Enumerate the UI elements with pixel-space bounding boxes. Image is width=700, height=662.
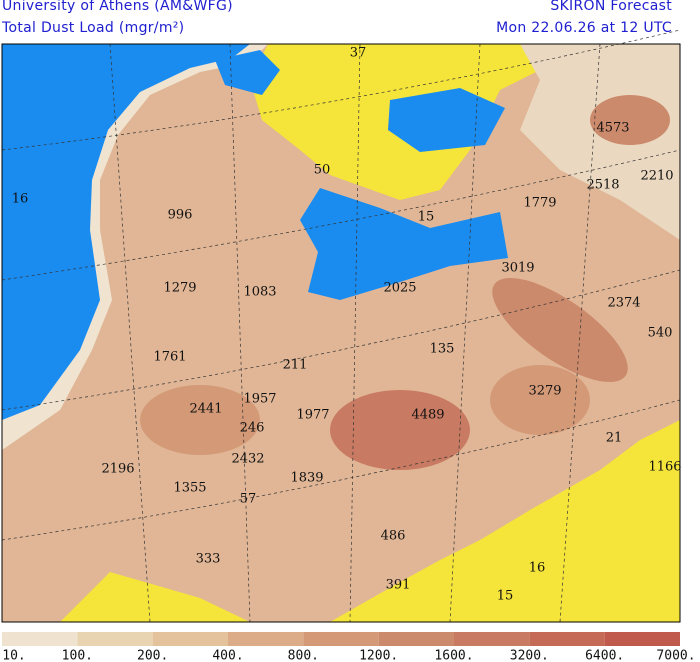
institution: University of Athens (AM&WFG) <box>2 0 233 14</box>
dust-value: 15 <box>418 210 435 225</box>
dust-value: 4573 <box>596 121 629 136</box>
east-light <box>520 44 680 240</box>
mediterranean <box>300 188 508 300</box>
legend-label: 200. <box>137 649 168 662</box>
dust-value: 391 <box>386 578 411 593</box>
dust-value: 57 <box>240 492 257 507</box>
dust-value: 2210 <box>640 169 673 184</box>
dust-value: 333 <box>196 552 221 567</box>
dust-value: 486 <box>381 529 406 544</box>
dust-core <box>140 385 260 455</box>
legend-swatch <box>2 632 78 646</box>
dust-value: 16 <box>12 192 29 207</box>
dust-value: 1761 <box>153 350 186 365</box>
legend-swatch <box>228 632 304 646</box>
dust-core <box>330 390 470 470</box>
dust-value: 246 <box>240 421 265 436</box>
dust-value: 2196 <box>101 462 134 477</box>
legend-swatch <box>604 632 680 646</box>
graticule <box>1 29 681 623</box>
dust-value: 996 <box>168 208 193 223</box>
product-title: Total Dust Load (mgr/m²) <box>2 20 185 36</box>
dust-value: 15 <box>497 589 514 604</box>
dust-value: 540 <box>648 326 673 341</box>
legend-label: 6400. <box>585 649 624 662</box>
dust-value: 2441 <box>189 402 222 417</box>
model-name: SKIRON Forecast <box>550 0 672 14</box>
sahel-clean <box>330 420 680 622</box>
dust-value: 3019 <box>501 261 534 276</box>
legend-swatch <box>529 632 605 646</box>
legend-swatch <box>454 632 530 646</box>
dust-value: 50 <box>314 163 331 178</box>
legend-label: 7000. <box>656 649 695 662</box>
north-sea <box>215 50 280 95</box>
legend-label: 1200. <box>359 649 398 662</box>
dust-value: 1839 <box>290 471 323 486</box>
dust-core <box>490 365 590 435</box>
legend-label: 3200. <box>510 649 549 662</box>
dust-value: 1957 <box>243 392 276 407</box>
dust-value: 2432 <box>231 452 264 467</box>
valid-time: Mon 22.06.26 at 12 UTC <box>496 20 672 36</box>
dust-value: 21 <box>606 431 623 446</box>
dust-value: 1083 <box>243 285 276 300</box>
map-frame <box>1 43 681 623</box>
dust-core <box>492 277 628 383</box>
dust-value: 2025 <box>383 281 416 296</box>
dust-value: 3279 <box>528 384 561 399</box>
legend-swatch <box>152 632 228 646</box>
legend-label: 10. <box>2 649 25 662</box>
dust-value: 37 <box>350 46 367 61</box>
dust-value: 2374 <box>607 296 640 311</box>
dust-value: 1279 <box>163 281 196 296</box>
dust-core <box>590 95 670 145</box>
dust-value: 211 <box>283 358 308 373</box>
gulf-clean <box>60 572 250 622</box>
dust-value: 1779 <box>523 196 556 211</box>
dust-value: 2518 <box>586 178 619 193</box>
legend-label: 400. <box>212 649 243 662</box>
legend-swatch <box>303 632 379 646</box>
dust-value: 4489 <box>411 408 444 423</box>
atlantic <box>2 44 250 420</box>
dust-value: 1977 <box>296 408 329 423</box>
dust-value: 135 <box>430 342 455 357</box>
dust-value: 16 <box>529 561 546 576</box>
black-sea <box>388 88 505 152</box>
legend-swatch <box>77 632 153 646</box>
legend-swatch <box>378 632 454 646</box>
legend-label: 100. <box>62 649 93 662</box>
dust-value: 1166 <box>648 460 681 475</box>
legend-label: 1600. <box>434 649 473 662</box>
dust-value: 1355 <box>173 481 206 496</box>
legend-label: 800. <box>288 649 319 662</box>
